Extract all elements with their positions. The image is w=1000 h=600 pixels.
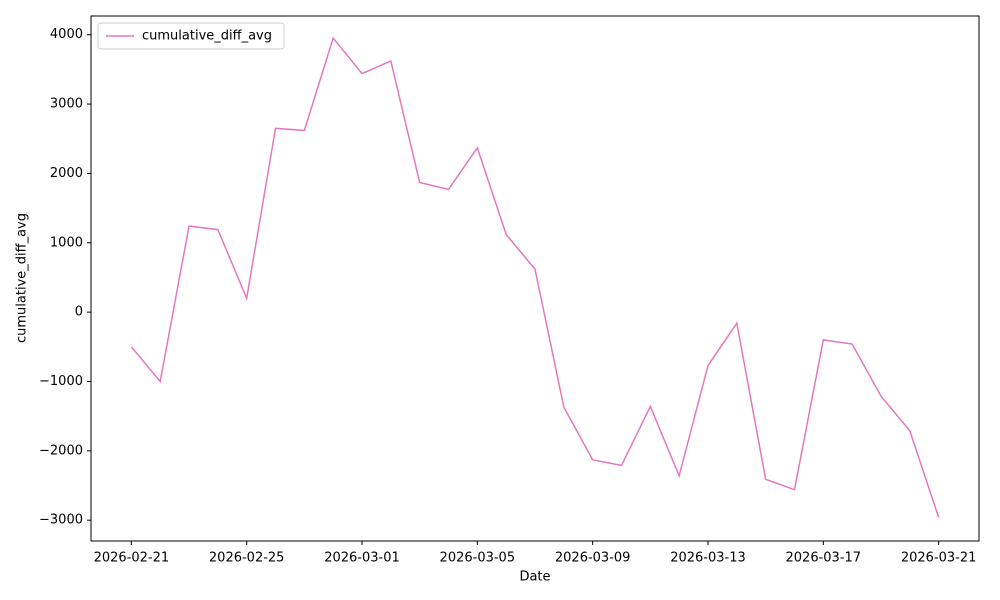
x-tick-label: 2026-02-21 bbox=[94, 551, 170, 566]
data-line bbox=[130, 36, 940, 518]
y-tick-label: −1000 bbox=[39, 374, 83, 389]
y-tick-label: 2000 bbox=[50, 166, 83, 181]
y-tick-label: 3000 bbox=[50, 97, 83, 112]
y-tick-label: −2000 bbox=[39, 443, 83, 458]
plot-frame bbox=[90, 15, 980, 542]
x-tick-label: 2026-03-09 bbox=[555, 551, 631, 566]
legend-box bbox=[97, 22, 285, 50]
y-tick-label: 1000 bbox=[50, 235, 83, 250]
legend-label: cumulative_diff_avg bbox=[142, 29, 272, 44]
y-tick-label: 4000 bbox=[50, 27, 83, 42]
x-tick-label: 2026-03-13 bbox=[670, 551, 746, 566]
y-tick-label: 0 bbox=[75, 305, 83, 320]
x-tick-label: 2026-03-05 bbox=[440, 551, 516, 566]
y-tick-label: −3000 bbox=[39, 513, 83, 528]
y-axis-label: cumulative_diff_avg bbox=[15, 213, 30, 343]
x-axis-label: Date bbox=[519, 570, 550, 585]
x-tick-label: 2026-03-21 bbox=[901, 551, 977, 566]
x-tick-label: 2026-03-01 bbox=[324, 551, 400, 566]
x-tick-label: 2026-02-25 bbox=[209, 551, 285, 566]
x-tick-label: 2026-03-17 bbox=[786, 551, 862, 566]
